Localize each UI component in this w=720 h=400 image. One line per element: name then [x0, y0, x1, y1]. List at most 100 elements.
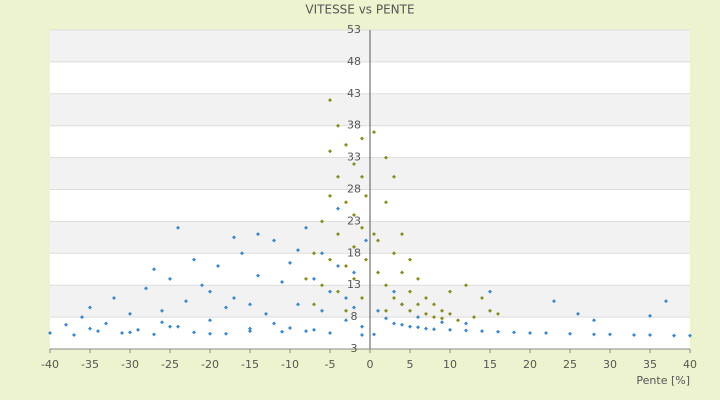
point — [384, 316, 388, 321]
x-axis-label: Pente [%] — [636, 374, 690, 387]
point — [344, 264, 348, 269]
point — [120, 331, 124, 336]
point — [304, 329, 308, 334]
point — [336, 174, 340, 179]
point — [432, 302, 436, 307]
point — [248, 329, 252, 334]
point — [200, 283, 204, 288]
x-tick-label: -40 — [41, 358, 59, 371]
point — [128, 330, 132, 335]
point — [288, 260, 292, 265]
point — [312, 302, 316, 307]
point — [632, 332, 636, 337]
x-tick-label: 10 — [443, 358, 457, 371]
point — [176, 324, 180, 329]
point — [448, 289, 452, 294]
point — [280, 280, 284, 285]
point — [480, 295, 484, 300]
point — [364, 193, 368, 198]
point — [384, 308, 388, 313]
x-tick-label: 15 — [483, 358, 497, 371]
point — [320, 308, 324, 313]
point — [88, 305, 92, 310]
point — [400, 232, 404, 237]
point — [288, 325, 292, 330]
point — [352, 244, 356, 249]
point — [392, 251, 396, 256]
x-tick-label: -10 — [281, 358, 299, 371]
y-tick-label: 38 — [347, 119, 361, 132]
point — [344, 295, 348, 300]
point — [488, 289, 492, 294]
point — [312, 327, 316, 332]
point — [352, 305, 356, 310]
point — [224, 331, 228, 336]
point — [336, 289, 340, 294]
point — [320, 251, 324, 256]
point — [352, 270, 356, 275]
point — [360, 295, 364, 300]
point — [376, 308, 380, 313]
point — [648, 332, 652, 337]
point — [352, 276, 356, 281]
point — [400, 322, 404, 327]
point — [96, 329, 100, 334]
x-tick-label: 30 — [603, 358, 617, 371]
point — [376, 270, 380, 275]
point — [72, 332, 76, 337]
x-tick-label: 20 — [523, 358, 537, 371]
point — [392, 321, 396, 326]
point — [592, 318, 596, 323]
point — [372, 332, 376, 337]
point — [328, 289, 332, 294]
x-tick-label: 25 — [563, 358, 577, 371]
point — [360, 324, 364, 329]
point — [688, 333, 692, 338]
point — [576, 311, 580, 316]
point — [456, 318, 460, 323]
point — [408, 289, 412, 294]
point — [208, 318, 212, 323]
point — [168, 276, 172, 281]
point — [80, 315, 84, 320]
point — [416, 302, 420, 307]
point — [372, 130, 376, 135]
x-tick-label: 0 — [367, 358, 374, 371]
point — [192, 330, 196, 335]
point — [424, 311, 428, 316]
point — [416, 276, 420, 281]
point — [208, 289, 212, 294]
point — [256, 232, 260, 237]
point — [392, 295, 396, 300]
point — [264, 311, 268, 316]
point — [416, 315, 420, 320]
point — [216, 264, 220, 269]
point — [392, 289, 396, 294]
point — [336, 264, 340, 269]
point — [328, 331, 332, 336]
point — [256, 273, 260, 278]
point — [88, 326, 92, 331]
point — [384, 200, 388, 205]
point — [272, 321, 276, 326]
point — [152, 267, 156, 272]
point — [344, 200, 348, 205]
point — [64, 322, 68, 327]
point — [376, 238, 380, 243]
point — [312, 251, 316, 256]
point — [568, 331, 572, 336]
x-tick-label: -35 — [81, 358, 99, 371]
point — [472, 315, 476, 320]
point — [352, 161, 356, 166]
chart-title: VITESSE vs PENTE — [305, 3, 414, 17]
point — [320, 219, 324, 224]
y-tick-label: 8 — [351, 310, 358, 323]
point — [304, 276, 308, 281]
point — [128, 311, 132, 316]
point — [344, 142, 348, 147]
point — [304, 225, 308, 230]
point — [248, 302, 252, 307]
point — [272, 238, 276, 243]
point — [608, 332, 612, 337]
